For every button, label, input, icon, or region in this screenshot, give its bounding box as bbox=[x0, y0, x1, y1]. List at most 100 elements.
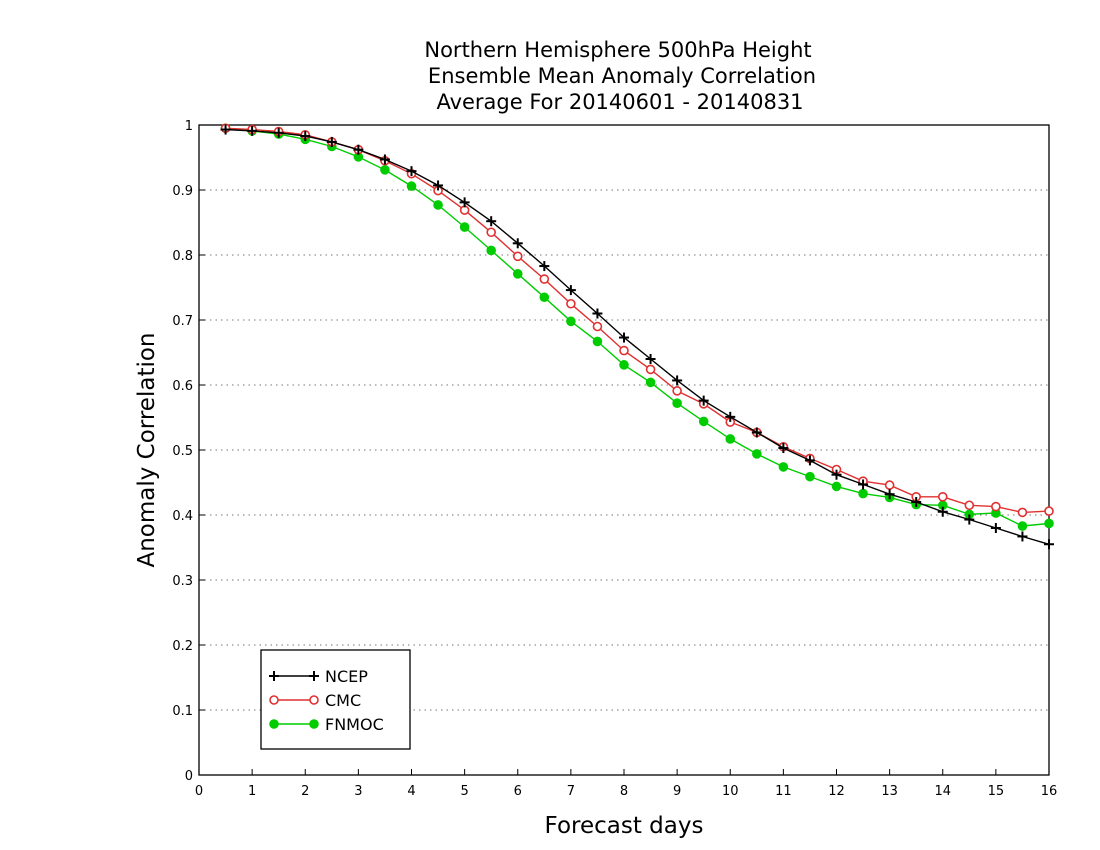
x-tick-label-8: 8 bbox=[620, 784, 628, 799]
x-tick-label-12: 12 bbox=[828, 784, 845, 799]
x-tick-label-5: 5 bbox=[460, 784, 468, 799]
point-cmc-14 bbox=[592, 321, 603, 332]
legend-marker-end-cmc bbox=[309, 695, 319, 705]
point-ncep-11 bbox=[512, 238, 523, 249]
point-ncep-18 bbox=[698, 395, 709, 406]
x-axis-label: Forecast days bbox=[545, 813, 704, 839]
legend: NCEP CMC FNMOC bbox=[260, 649, 411, 750]
point-ncep-29 bbox=[990, 523, 1001, 533]
x-tick-label-4: 4 bbox=[407, 784, 415, 799]
point-cmc-29 bbox=[991, 501, 1001, 512]
point-fnmoc-23 bbox=[831, 481, 842, 492]
y-tick-label-3: 0.3 bbox=[172, 574, 193, 589]
point-ncep-19 bbox=[725, 411, 736, 422]
point-fnmoc-27 bbox=[937, 500, 948, 511]
legend-marker-start-ncep bbox=[269, 671, 279, 681]
point-cmc-11 bbox=[512, 251, 523, 262]
x-tick-label-3: 3 bbox=[354, 784, 362, 799]
point-fnmoc-13 bbox=[566, 316, 576, 327]
y-tick-label-10: 1 bbox=[185, 119, 193, 134]
gridlines bbox=[199, 189, 1049, 711]
point-cmc-13 bbox=[566, 298, 576, 309]
point-fnmoc-19 bbox=[725, 434, 736, 444]
series-line-fnmoc bbox=[225, 127, 1050, 527]
series-cmc bbox=[220, 123, 1054, 518]
point-fnmoc-18 bbox=[698, 416, 709, 427]
point-ncep-13 bbox=[565, 285, 576, 296]
point-ncep-9 bbox=[459, 197, 470, 208]
point-cmc-28 bbox=[964, 500, 975, 511]
point-fnmoc-9 bbox=[459, 222, 470, 232]
point-ncep-31 bbox=[1044, 539, 1054, 550]
point-ncep-25 bbox=[884, 489, 895, 500]
x-tick-label-1: 1 bbox=[248, 784, 256, 799]
y-tick-label-1: 0.1 bbox=[172, 704, 193, 719]
x-tick-label-0: 0 bbox=[195, 784, 203, 799]
legend-item-cmc: CMC bbox=[269, 691, 361, 710]
x-tick-label-10: 10 bbox=[722, 784, 739, 799]
point-fnmoc-22 bbox=[805, 471, 815, 482]
point-fnmoc-17 bbox=[672, 398, 682, 409]
point-fnmoc-20 bbox=[752, 449, 762, 459]
point-fnmoc-5 bbox=[353, 152, 364, 162]
point-ncep-28 bbox=[964, 514, 975, 525]
point-ncep-15 bbox=[619, 332, 629, 343]
point-cmc-15 bbox=[619, 345, 629, 356]
y-tick-label-7: 0.7 bbox=[172, 314, 193, 329]
legend-marker-start-cmc bbox=[269, 695, 279, 705]
point-ncep-30 bbox=[1017, 531, 1028, 542]
point-ncep-20 bbox=[751, 427, 762, 438]
point-cmc-16 bbox=[645, 364, 656, 375]
point-fnmoc-12 bbox=[539, 292, 550, 303]
point-ncep-10 bbox=[486, 216, 497, 227]
point-fnmoc-7 bbox=[406, 181, 417, 191]
point-cmc-25 bbox=[884, 480, 895, 490]
legend-marker-start-fnmoc bbox=[269, 719, 279, 729]
point-fnmoc-14 bbox=[592, 336, 603, 347]
point-ncep-21 bbox=[778, 443, 789, 454]
legend-marker-end-ncep bbox=[309, 671, 319, 681]
y-axis-label: Anomaly Correlation bbox=[134, 332, 160, 567]
point-fnmoc-24 bbox=[858, 488, 868, 499]
point-ncep-0 bbox=[220, 124, 231, 135]
point-ncep-23 bbox=[831, 469, 842, 480]
point-cmc-31 bbox=[1044, 506, 1054, 516]
legend-label-cmc: CMC bbox=[325, 691, 361, 710]
y-tick-label-9: 0.9 bbox=[172, 184, 193, 199]
point-fnmoc-8 bbox=[433, 200, 443, 210]
legend-marker-end-fnmoc bbox=[309, 719, 319, 729]
point-ncep-16 bbox=[645, 354, 656, 364]
y-tick-label-4: 0.4 bbox=[172, 509, 193, 524]
x-tick-label-13: 13 bbox=[881, 784, 898, 799]
point-ncep-7 bbox=[406, 166, 417, 177]
point-ncep-22 bbox=[804, 455, 815, 466]
y-tick-label-6: 0.6 bbox=[172, 379, 193, 394]
point-ncep-1 bbox=[247, 125, 258, 136]
point-fnmoc-28 bbox=[964, 509, 975, 520]
point-fnmoc-31 bbox=[1044, 518, 1054, 529]
point-ncep-27 bbox=[937, 506, 948, 517]
axis-ticks bbox=[198, 124, 1050, 776]
point-cmc-17 bbox=[672, 386, 682, 396]
legend-label-fnmoc: FNMOC bbox=[325, 715, 384, 734]
x-tick-label-7: 7 bbox=[567, 784, 575, 799]
y-tick-label-8: 0.8 bbox=[172, 249, 193, 264]
point-cmc-27 bbox=[937, 491, 948, 502]
chart-title-line-1: Northern Hemisphere 500hPa Height bbox=[424, 38, 811, 62]
x-tick-label-9: 9 bbox=[673, 784, 681, 799]
point-ncep-12 bbox=[539, 261, 550, 272]
point-ncep-17 bbox=[672, 375, 683, 386]
point-fnmoc-6 bbox=[380, 165, 390, 175]
point-fnmoc-30 bbox=[1017, 521, 1028, 531]
legend-label-ncep: NCEP bbox=[325, 667, 368, 686]
x-tick-label-11: 11 bbox=[775, 784, 792, 799]
x-axis-tick-labels: 0 1 2 3 4 5 6 7 8 9 10 11 12 13 14 15 16 bbox=[195, 784, 1057, 799]
point-ncep-3 bbox=[300, 131, 311, 142]
y-tick-label-5: 0.5 bbox=[172, 444, 193, 459]
point-ncep-8 bbox=[433, 180, 444, 191]
point-fnmoc-16 bbox=[645, 377, 656, 388]
chart-title-line-3: Average For 20140601 - 20140831 bbox=[436, 90, 803, 114]
point-fnmoc-11 bbox=[512, 269, 523, 279]
point-ncep-4 bbox=[326, 136, 337, 147]
